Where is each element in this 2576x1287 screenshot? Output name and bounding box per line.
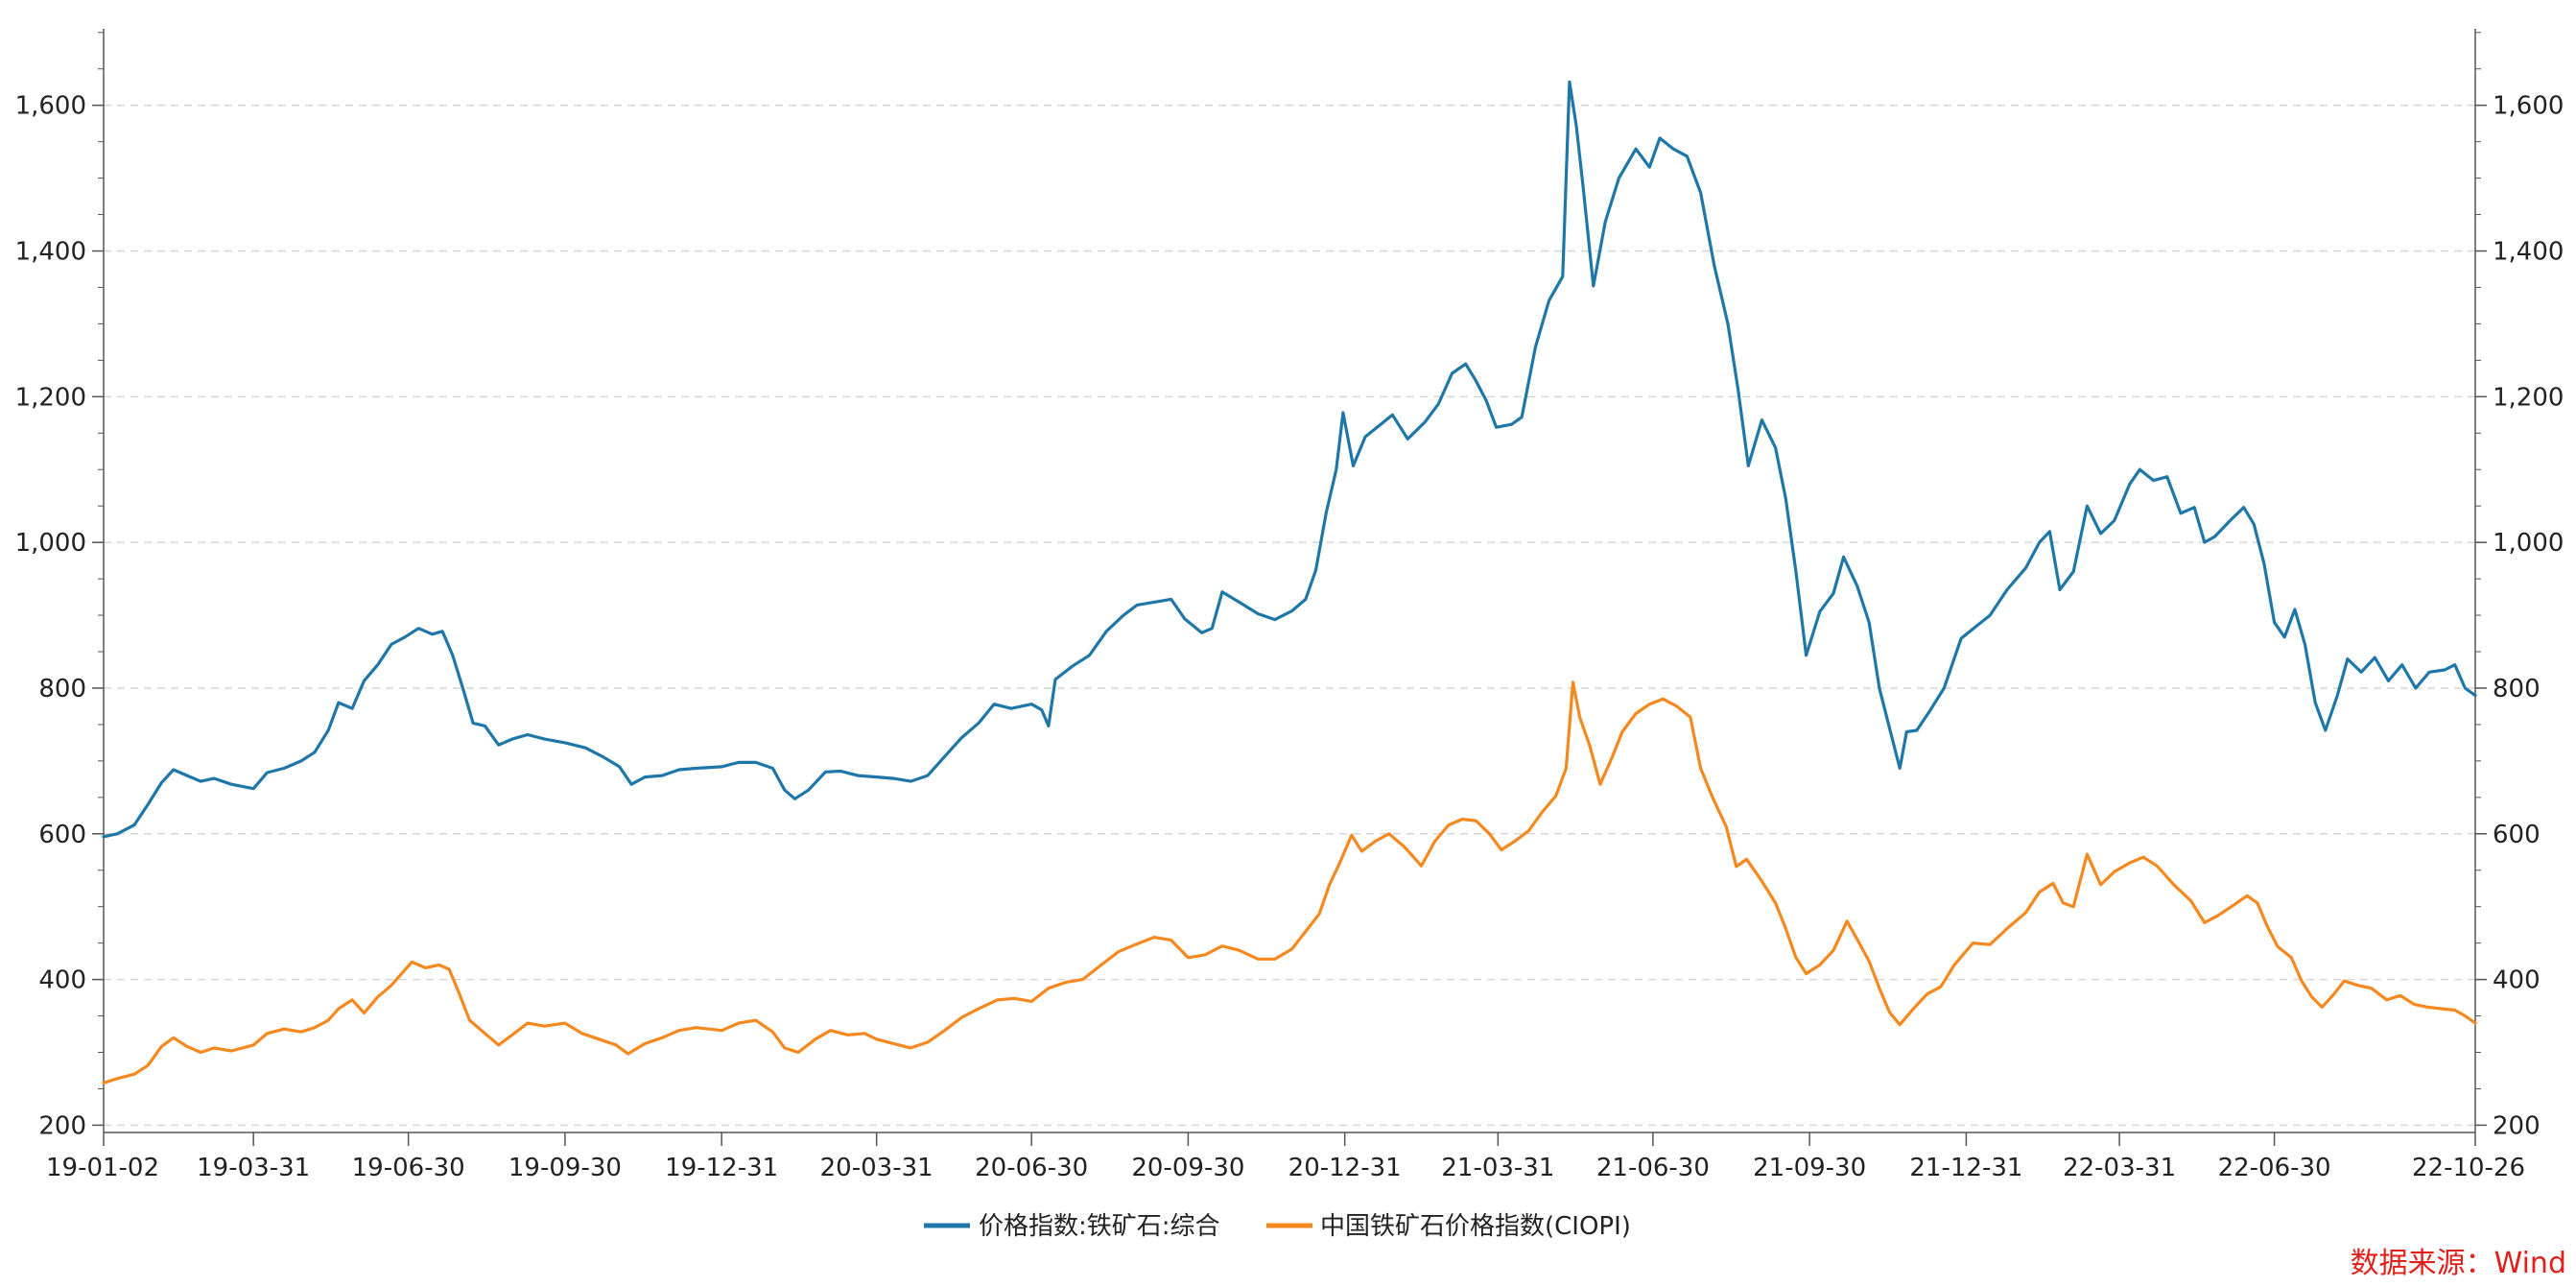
series-line-1 (102, 80, 2477, 839)
series-lines (102, 80, 2477, 1084)
x-tick-label: 19-03-31 (197, 1154, 310, 1182)
x-tick-label: 19-06-30 (352, 1154, 465, 1182)
left-y-tick-label: 1,600 (15, 92, 86, 121)
x-tick-label: 19-01-02 (46, 1154, 159, 1182)
x-tick-label: 21-09-30 (1753, 1154, 1866, 1182)
right-y-tick-label: 1,400 (2493, 238, 2564, 267)
x-tick-label: 21-12-31 (1909, 1154, 2022, 1182)
x-tick-label: 21-03-31 (1441, 1154, 1554, 1182)
left-y-tick-label: 1,200 (15, 383, 86, 412)
data-source-note: 数据来源：Wind (2350, 1247, 2566, 1280)
x-tick-label: 22-03-31 (2063, 1154, 2176, 1182)
left-y-tick-label: 400 (38, 966, 86, 995)
right-y-tick-label: 1,200 (2493, 383, 2564, 412)
gridlines (104, 104, 2475, 1127)
x-tick-label: 20-03-31 (820, 1154, 934, 1182)
left-y-tick-label: 200 (38, 1111, 86, 1140)
right-y-tick-label: 1,600 (2493, 92, 2564, 121)
right-y-tick-label: 1,000 (2493, 529, 2564, 558)
x-tick-label: 20-12-31 (1288, 1154, 1402, 1182)
legend-label-1: 价格指数:铁矿石:综合 (979, 1212, 1220, 1241)
x-tick-label: 20-06-30 (975, 1154, 1088, 1182)
x-tick-label: 22-10-26 (2412, 1154, 2525, 1182)
series-line-2 (102, 680, 2477, 1084)
legend-label-2: 中国铁矿石价格指数(CIOPI) (1320, 1212, 1631, 1241)
right-y-tick-label: 200 (2493, 1111, 2541, 1140)
x-tick-label: 19-12-31 (665, 1154, 778, 1182)
axes (103, 29, 2476, 1133)
x-axis: 19-01-02 19-03-31 19-06-30 19-09-30 19-12-31… (46, 1132, 2525, 1182)
right-y-tick-label: 600 (2493, 821, 2541, 849)
right-y-axis: 200 400 600 800 1,000 1,200 1,400 1,600 (2475, 32, 2564, 1140)
x-tick-label: 20-09-30 (1131, 1154, 1244, 1182)
left-y-tick-label: 1,400 (15, 238, 86, 267)
left-y-axis: 200 400 600 800 1,000 1,200 1,400 1,600 (15, 32, 104, 1140)
x-tick-label: 21-06-30 (1596, 1154, 1710, 1182)
left-y-tick-label: 600 (38, 821, 86, 849)
x-tick-label: 22-06-30 (2218, 1154, 2331, 1182)
left-y-tick-label: 1,000 (15, 529, 86, 558)
x-tick-label: 19-09-30 (508, 1154, 622, 1182)
right-y-tick-label: 400 (2493, 966, 2541, 995)
legend: 价格指数:铁矿石:综合 中国铁矿石价格指数(CIOPI) (924, 1212, 1631, 1241)
right-y-tick-label: 800 (2493, 675, 2541, 703)
left-y-tick-label: 800 (38, 675, 86, 703)
